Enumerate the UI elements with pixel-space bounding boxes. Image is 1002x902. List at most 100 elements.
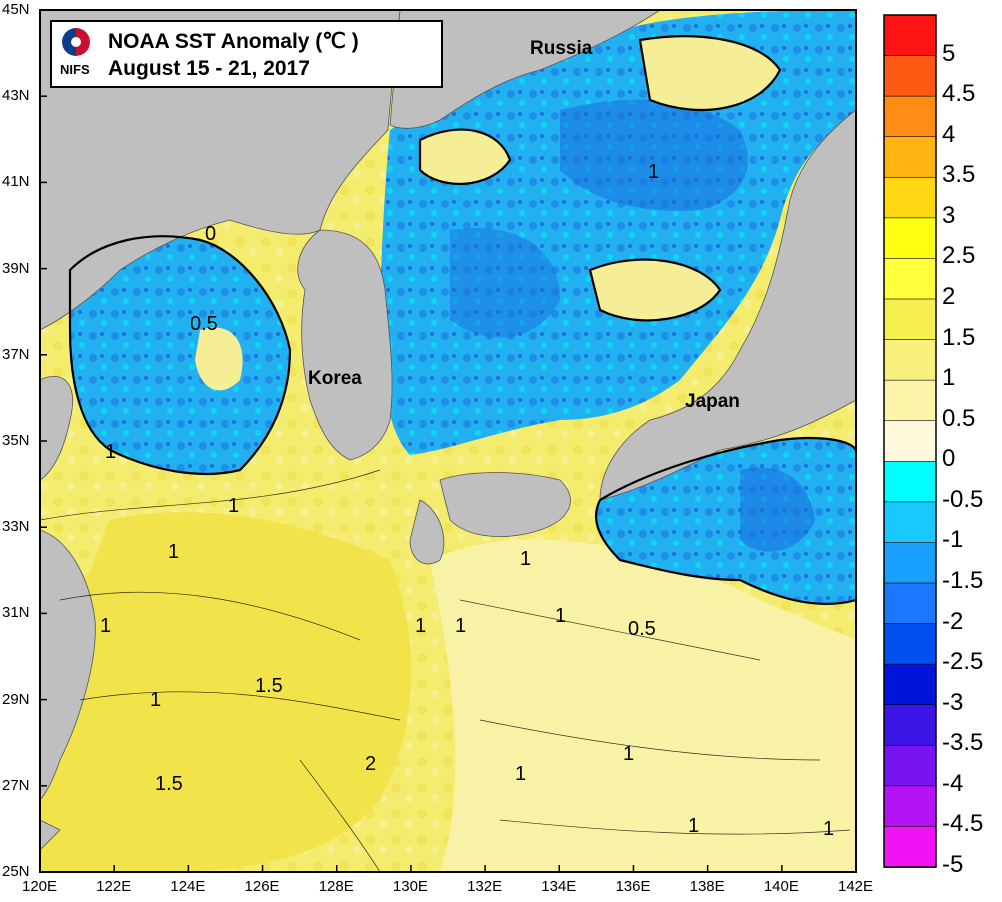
lon-label: 140E (763, 878, 799, 895)
lat-label: 37N (2, 345, 30, 363)
colorbar-swatch (883, 826, 937, 868)
colorbar-label: -0.5 (942, 485, 984, 513)
colorbar-label: -1 (942, 526, 964, 554)
logo-text: NIFS (60, 62, 90, 77)
lon-label: 138E (689, 878, 725, 895)
colorbar-swatch (883, 14, 937, 57)
colorbar-swatch (883, 663, 937, 706)
colorbar-label: 0 (942, 445, 956, 473)
east-sea-cold-anomaly (379, 10, 856, 455)
lat-label: 31N (2, 604, 30, 622)
colorbar-label: -2.5 (942, 648, 984, 676)
contour-labels: 1 1 0 0.5 1 1 1 1 1 1 1.5 1.5 2 1 1 1 0.5 1 1 1 (100, 161, 834, 840)
zero-contour-lines (68, 35, 856, 606)
colorbar-swatch (883, 258, 937, 300)
colorbar-swatch (883, 298, 937, 341)
map-subtitle: August 15 - 21, 2017 (108, 57, 310, 80)
place-russia: Russia (530, 38, 593, 59)
contour-label: 0.5 (190, 313, 218, 335)
colorbar-swatch (883, 379, 937, 422)
northeast-china-land (40, 10, 401, 331)
colorbar (883, 14, 937, 868)
colorbar-label: 3 (942, 201, 956, 229)
contour-label: 1 (228, 495, 239, 517)
nifs-logo-icon (62, 28, 90, 56)
lon-label: 126E (244, 878, 280, 895)
china-coast-land (40, 529, 96, 801)
colorbar-swatch (883, 744, 937, 787)
colorbar-label: -3 (942, 688, 964, 716)
colorbar-label: -1.5 (942, 567, 984, 594)
lon-label: 122E (96, 878, 132, 895)
colorbar-label: 1 (942, 364, 956, 392)
lat-label: 25N (2, 863, 30, 880)
contour-label: 1 (415, 615, 426, 637)
colorbar-label: 2.5 (942, 242, 976, 270)
colorbar-swatch (883, 785, 937, 828)
contour-label: 1 (455, 615, 466, 637)
contour-label: 1 (150, 689, 161, 711)
contour-label: 1 (515, 763, 526, 785)
contour-label: 1.5 (255, 675, 283, 697)
colorbar-label: 4 (942, 120, 956, 148)
colorbar-swatch (883, 582, 937, 625)
colorbar-swatch (883, 136, 937, 179)
lat-label: 41N (2, 173, 30, 191)
land-masses (40, 10, 856, 851)
contour-label: 1 (648, 161, 659, 183)
lon-label: 120E (22, 878, 58, 895)
colorbar-label: -4 (942, 769, 964, 797)
contour-label: 1.5 (155, 773, 183, 795)
lat-label: 29N (2, 690, 30, 708)
map-title: NOAA SST Anomaly (℃ ) (108, 30, 359, 53)
colorbar-label: -2 (942, 607, 964, 635)
lat-label: 39N (2, 259, 30, 277)
lon-label: 130E (392, 878, 428, 895)
yellow-sea-cold-anomaly (70, 236, 290, 474)
colorbar-swatch (883, 95, 937, 138)
title-box: NIFS NOAA SST Anomaly (℃ ) August 15 - 2… (50, 20, 443, 88)
colorbar-swatch (883, 217, 937, 260)
lon-label: 136E (615, 878, 651, 895)
colorbar-label: -5 (942, 851, 964, 878)
lat-label: 45N (2, 1, 30, 18)
korea-land (297, 229, 393, 461)
colorbar-swatch (883, 420, 937, 463)
colorbar-label: -4.5 (942, 810, 984, 838)
tick-marks (39, 9, 857, 873)
contour-label: 0 (205, 223, 216, 245)
warm-core-area (40, 512, 412, 872)
lon-label: 134E (541, 878, 577, 895)
lon-label: 124E (170, 878, 206, 895)
colorbar-label: 1.5 (942, 323, 976, 351)
colorbar-frame (883, 14, 937, 868)
contour-label: 0.5 (628, 618, 656, 640)
colorbar-swatch (883, 501, 937, 544)
contour-label: 1 (105, 441, 116, 463)
contour-label: 1 (823, 818, 834, 840)
russia-land (389, 10, 661, 129)
lon-label: 128E (318, 878, 354, 895)
colorbar-label: -3.5 (942, 729, 984, 757)
colorbar-swatch (883, 542, 937, 584)
lon-label: 132E (467, 878, 503, 895)
colorbar-swatch (883, 460, 937, 503)
colorbar-label: 3.5 (942, 161, 976, 189)
colorbar-label: 4.5 (942, 80, 976, 108)
lat-label: 35N (2, 432, 30, 449)
lat-label: 43N (2, 87, 30, 105)
colorbar-swatch (883, 704, 937, 747)
colorbar-label: 2 (942, 283, 956, 310)
colorbar-swatch (883, 55, 937, 97)
thin-contour-lines (40, 469, 851, 872)
contour-label: 1 (520, 548, 531, 570)
contour-label: 1 (623, 743, 634, 765)
colorbar-label: 5 (942, 39, 956, 67)
colorbar-label: 0.5 (942, 404, 976, 432)
contour-label: 1 (555, 605, 566, 627)
contour-label: 1 (688, 815, 699, 837)
contour-label: 2 (365, 753, 376, 775)
contour-label: 1 (168, 541, 179, 563)
place-japan: Japan (685, 391, 740, 412)
